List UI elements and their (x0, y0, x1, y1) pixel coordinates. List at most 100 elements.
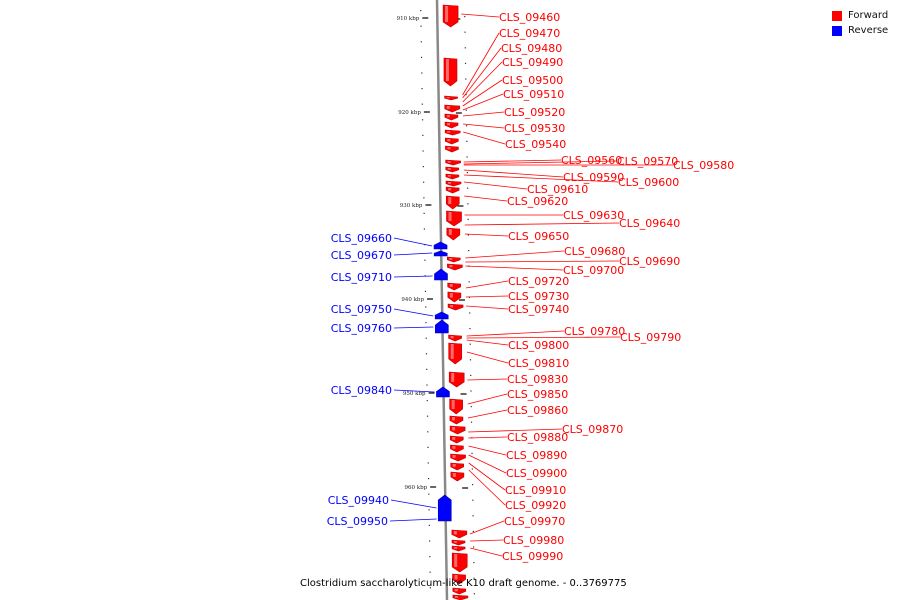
forward-gene-label: CLS_09740 (508, 303, 569, 316)
forward-gene-highlight (452, 455, 456, 458)
reverse-leader-line (393, 326, 434, 329)
forward-gene-label: CLS_09870 (562, 423, 623, 436)
forward-gene (444, 113, 459, 121)
forward-gene-highlight (448, 212, 452, 221)
forward-gene-label: CLS_09570 (617, 155, 678, 168)
scale-dot (464, 16, 466, 18)
scale-dot (466, 156, 468, 158)
forward-gene (445, 195, 460, 210)
forward-leader-line (467, 393, 508, 405)
forward-gene-highlight (446, 115, 450, 118)
forward-gene-highlight (449, 258, 453, 260)
forward-gene-label: CLS_09720 (508, 275, 569, 288)
forward-gene-label: CLS_09990 (502, 550, 563, 563)
genome-caption: Clostridium saccharolyticum-like K10 dra… (300, 578, 627, 589)
scale-dot (468, 250, 470, 252)
forward-gene-label: CLS_09580 (673, 159, 734, 172)
forward-gene-label: CLS_09920 (505, 499, 566, 512)
forward-gene-highlight (447, 131, 451, 133)
legend-item-reverse: Reverse (832, 23, 890, 38)
forward-gene-highlight (447, 175, 451, 177)
forward-gene-highlight (451, 417, 455, 421)
forward-leader-line (468, 462, 506, 491)
forward-gene (450, 471, 465, 482)
scale-dot (467, 218, 469, 220)
scale-dot (429, 540, 431, 542)
scale-dot (427, 431, 429, 433)
forward-leader-line (464, 233, 509, 237)
forward-gene (445, 166, 460, 173)
scale-dot (429, 556, 431, 558)
forward-leader-line (463, 131, 506, 145)
forward-gene (449, 398, 463, 415)
scale-dot (423, 212, 425, 214)
forward-gene (450, 462, 465, 471)
scale-dot (421, 72, 423, 74)
scale-dot (466, 172, 468, 174)
forward-gene-highlight (450, 336, 454, 339)
scale-dot (426, 384, 428, 386)
forward-leader-line (463, 123, 505, 129)
scale-dot (427, 462, 429, 464)
scale-dot (422, 150, 424, 152)
scale-dot (424, 259, 426, 261)
scale-dot (429, 571, 431, 573)
scale-dot (426, 415, 429, 417)
scale-dot (425, 322, 427, 324)
forward-gene-highlight (454, 596, 458, 598)
forward-leader-line (469, 520, 505, 535)
forward-gene-label: CLS_09680 (564, 245, 625, 258)
forward-leader-line (465, 260, 620, 263)
forward-leader-line (463, 160, 618, 165)
forward-gene-label: CLS_09560 (561, 154, 622, 167)
forward-gene (446, 227, 461, 241)
scale-dot (465, 109, 467, 111)
scale-dot (472, 530, 474, 532)
kbp-tick-label: 940 kbp (401, 297, 424, 303)
scale-dot (427, 478, 430, 480)
scale-dot (420, 10, 422, 12)
scale-dot (422, 134, 424, 136)
forward-gene-highlight (447, 168, 451, 170)
scale-dot (470, 421, 473, 423)
forward-leader-line (462, 93, 504, 111)
forward-swatch (832, 10, 842, 21)
forward-gene (444, 121, 459, 129)
scale-dot (464, 31, 466, 33)
forward-gene-label: CLS_09970 (504, 515, 565, 528)
forward-gene-label: CLS_09880 (507, 431, 568, 444)
forward-leader-line (462, 61, 503, 103)
forward-gene-label: CLS_09480 (501, 42, 562, 55)
scale-dot (469, 359, 472, 361)
forward-gene-label: CLS_09690 (619, 255, 680, 268)
scale-dot (471, 452, 473, 454)
forward-gene (448, 334, 462, 342)
forward-gene-label: CLS_09490 (502, 56, 563, 69)
scale-dot (421, 119, 424, 121)
scale-dot (473, 562, 475, 564)
forward-gene-label: CLS_09520 (504, 106, 565, 119)
forward-gene-highlight (452, 427, 456, 431)
reverse-gene-label: CLS_09750 (331, 303, 392, 316)
forward-gene (449, 435, 464, 444)
forward-gene-label: CLS_09530 (504, 122, 565, 135)
reverse-gene (435, 319, 449, 334)
scale-dot (420, 25, 422, 27)
forward-gene-label: CLS_09700 (563, 264, 624, 277)
forward-leader-line (465, 250, 565, 259)
scale-dot (423, 228, 426, 230)
reverse-gene-label: CLS_09710 (331, 271, 392, 284)
forward-leader-line (465, 265, 564, 271)
forward-gene-highlight (449, 293, 453, 298)
kbp-tick-label: 920 kbp (398, 110, 421, 116)
scale-dot (471, 484, 474, 486)
forward-gene-highlight (447, 147, 451, 150)
scale-dot (425, 337, 427, 339)
scale-dot (465, 125, 468, 127)
reverse-gene (436, 386, 450, 398)
forward-leader-line (466, 330, 565, 337)
forward-leader-line (468, 454, 507, 474)
forward-gene (445, 186, 460, 194)
reverse-gene-label: CLS_09940 (328, 494, 389, 507)
